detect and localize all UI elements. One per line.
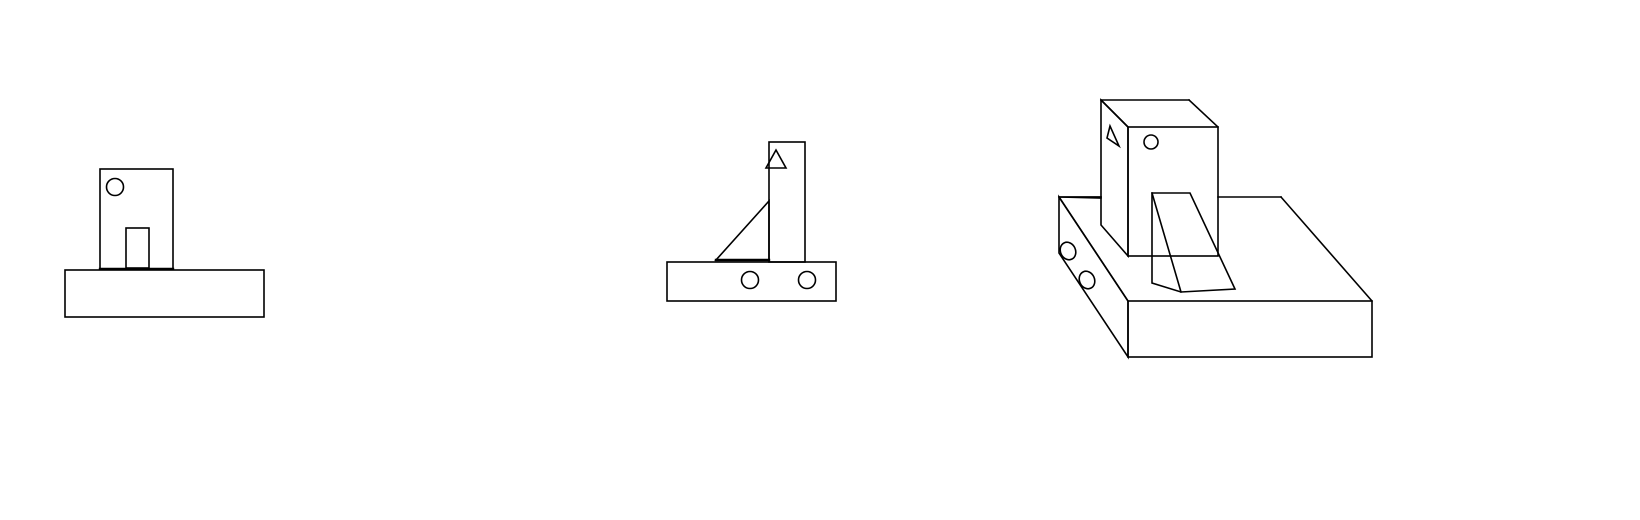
iso-block-left-face xyxy=(1100,98,1129,259)
side-triangle-mark xyxy=(764,148,788,169)
iso-hole-left-2 xyxy=(1078,270,1096,290)
side-hole-circle-left xyxy=(740,270,760,290)
front-hole-circle xyxy=(105,177,125,197)
front-view xyxy=(64,168,265,318)
side-gusset-triangle xyxy=(714,198,770,261)
iso-hole-left-1 xyxy=(1059,241,1077,261)
iso-base-front-face xyxy=(1127,300,1373,358)
front-slot-rectangle xyxy=(125,227,150,269)
iso-base-left-face xyxy=(1058,194,1129,360)
iso-gusset-diagonal-edge xyxy=(1151,192,1182,293)
side-view xyxy=(666,141,837,302)
side-upright-rectangle xyxy=(768,141,806,263)
iso-block-hole-circle xyxy=(1143,134,1159,150)
iso-block-top-right-edge xyxy=(1187,98,1220,129)
front-block-rectangle xyxy=(99,168,174,270)
iso-gusset-outline xyxy=(1151,192,1237,293)
side-base-rectangle xyxy=(666,261,837,302)
front-base-rectangle xyxy=(64,269,265,318)
iso-block-front-face xyxy=(1127,126,1219,257)
side-hole-circle-right xyxy=(797,270,817,290)
isometric-view xyxy=(1057,98,1374,360)
iso-triangle-mark xyxy=(1106,123,1121,149)
iso-base-right-top-edge xyxy=(1279,195,1374,303)
